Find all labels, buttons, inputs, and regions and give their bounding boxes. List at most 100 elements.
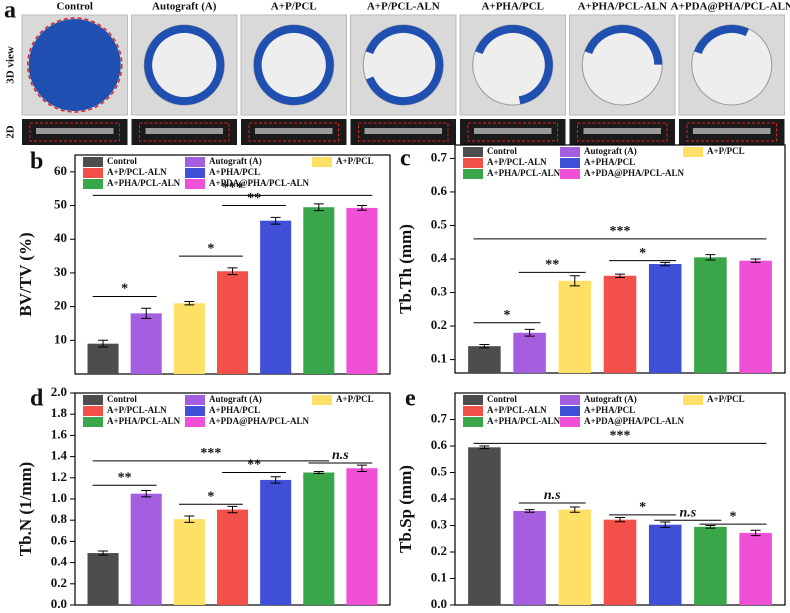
y-tick-label: 0.5: [431, 216, 448, 231]
error-bar: [569, 506, 580, 513]
y-tick-label: 0.7: [431, 410, 448, 425]
y-tick-label: 1.6: [51, 426, 68, 441]
legend-swatch: [463, 169, 483, 179]
y-tick-label: 0.4: [431, 490, 448, 505]
y-tick-label: 1.2: [51, 469, 67, 484]
error-bar: [356, 205, 367, 211]
column-label: A+P/PCL: [271, 1, 317, 13]
bar: [558, 280, 592, 373]
bar: [87, 553, 119, 605]
error-bar: [479, 344, 490, 349]
bar: [216, 271, 249, 374]
error-bar: [98, 339, 109, 348]
legend-swatch: [463, 395, 483, 405]
error-bar: [313, 470, 324, 475]
legend-label: A+PHA/PCL: [209, 405, 260, 415]
y-tick-label: 1.0: [51, 490, 67, 505]
legend-label: A+P/PCL-ALN: [487, 405, 547, 415]
legend-swatch: [463, 417, 483, 427]
error-bar: [479, 445, 490, 450]
significance-label: n.s: [679, 505, 696, 520]
legend-swatch: [83, 168, 103, 178]
legend-swatch: [185, 179, 205, 189]
bar: [468, 447, 501, 605]
significance-label: n.s: [544, 488, 561, 503]
bar: [303, 207, 335, 374]
error-bar: [615, 517, 625, 523]
legend-swatch: [83, 179, 103, 189]
y-tick-label: 2.0: [51, 384, 67, 399]
legend-swatch: [683, 147, 703, 157]
significance-label: ***: [200, 446, 221, 461]
bone-slice: [583, 128, 661, 134]
y-tick-label: 0.3: [431, 516, 448, 531]
bar: [513, 510, 546, 605]
column-label: A+PHA/PCL-ALN: [578, 1, 667, 13]
legend-label: Autograft (A): [209, 156, 262, 166]
roi-box: [248, 122, 339, 142]
new-bone: [691, 25, 772, 105]
legend-swatch: [83, 395, 103, 405]
bar: [739, 532, 772, 605]
panel-label: d: [30, 386, 44, 412]
error-bar: [184, 301, 195, 306]
error-bar: [660, 521, 671, 528]
significance-label: *: [639, 500, 646, 515]
error-bar: [270, 476, 281, 484]
y-tick-label: 0.4: [431, 250, 448, 265]
significance-label: ***: [222, 181, 243, 196]
bar: [130, 313, 162, 374]
legend-swatch: [560, 158, 580, 168]
legend-label: A+PHA/PCL-ALN: [487, 168, 561, 178]
legend-label: Autograft (A): [584, 146, 637, 156]
legend-label: A+P/PCL: [707, 394, 745, 404]
error-bar: [184, 515, 195, 523]
significance-label: **: [545, 258, 559, 273]
legend-swatch: [560, 169, 580, 179]
y-tick-label: 30: [54, 264, 67, 279]
bar: [694, 526, 727, 605]
panel-label: a: [4, 0, 16, 24]
y-tick-label: 0.3: [431, 284, 448, 299]
legend-label: A+P/PCL: [336, 394, 374, 404]
bar: [303, 472, 335, 605]
roi-box: [467, 122, 558, 142]
bar: [87, 343, 119, 374]
legend-label: A+PDA@PHA/PCL-ALN: [209, 416, 309, 426]
roi-box: [686, 122, 777, 142]
legend-swatch: [83, 157, 103, 167]
legend-label: A+P/PCL-ALN: [107, 167, 167, 177]
y-axis-label: Tb.N (1/mm): [16, 462, 35, 556]
legend-swatch: [312, 157, 332, 167]
column-label: Control: [57, 1, 93, 13]
y-axis-label: BV/TV (%): [16, 232, 35, 316]
row-label: 3D view: [5, 46, 17, 84]
roi-box: [358, 122, 449, 142]
legend-swatch: [185, 395, 205, 405]
column-label: A+PDA@PHA/PCL-ALN: [671, 1, 790, 13]
legend-label: Control: [487, 394, 517, 404]
bar: [739, 260, 772, 373]
legend-label: A+PDA@PHA/PCL-ALN: [584, 416, 684, 426]
legend-swatch: [83, 406, 103, 416]
legend-swatch: [185, 168, 205, 178]
panel-label: e: [405, 386, 416, 412]
significance-label: *: [639, 246, 646, 261]
legend-label: A+PHA/PCL-ALN: [487, 416, 561, 426]
significance-label: *: [121, 282, 128, 297]
bone-slice: [364, 128, 442, 134]
significance-label: *: [207, 241, 214, 256]
error-bar: [141, 307, 152, 319]
bone-slice: [693, 128, 771, 134]
legend-label: A+P/PCL: [707, 146, 745, 156]
legend-label: Control: [107, 156, 137, 166]
bar: [130, 493, 162, 605]
legend-label: Autograft (A): [584, 394, 637, 404]
legend-label: A+PHA/PCL: [584, 405, 635, 415]
legend-swatch: [560, 395, 580, 405]
legend-label: Control: [487, 146, 517, 156]
error-bar: [356, 464, 367, 472]
legend-label: A+PHA/PCL: [209, 167, 260, 177]
bone-slice: [145, 128, 223, 134]
legend-label: A+PDA@PHA/PCL-ALN: [209, 178, 309, 188]
